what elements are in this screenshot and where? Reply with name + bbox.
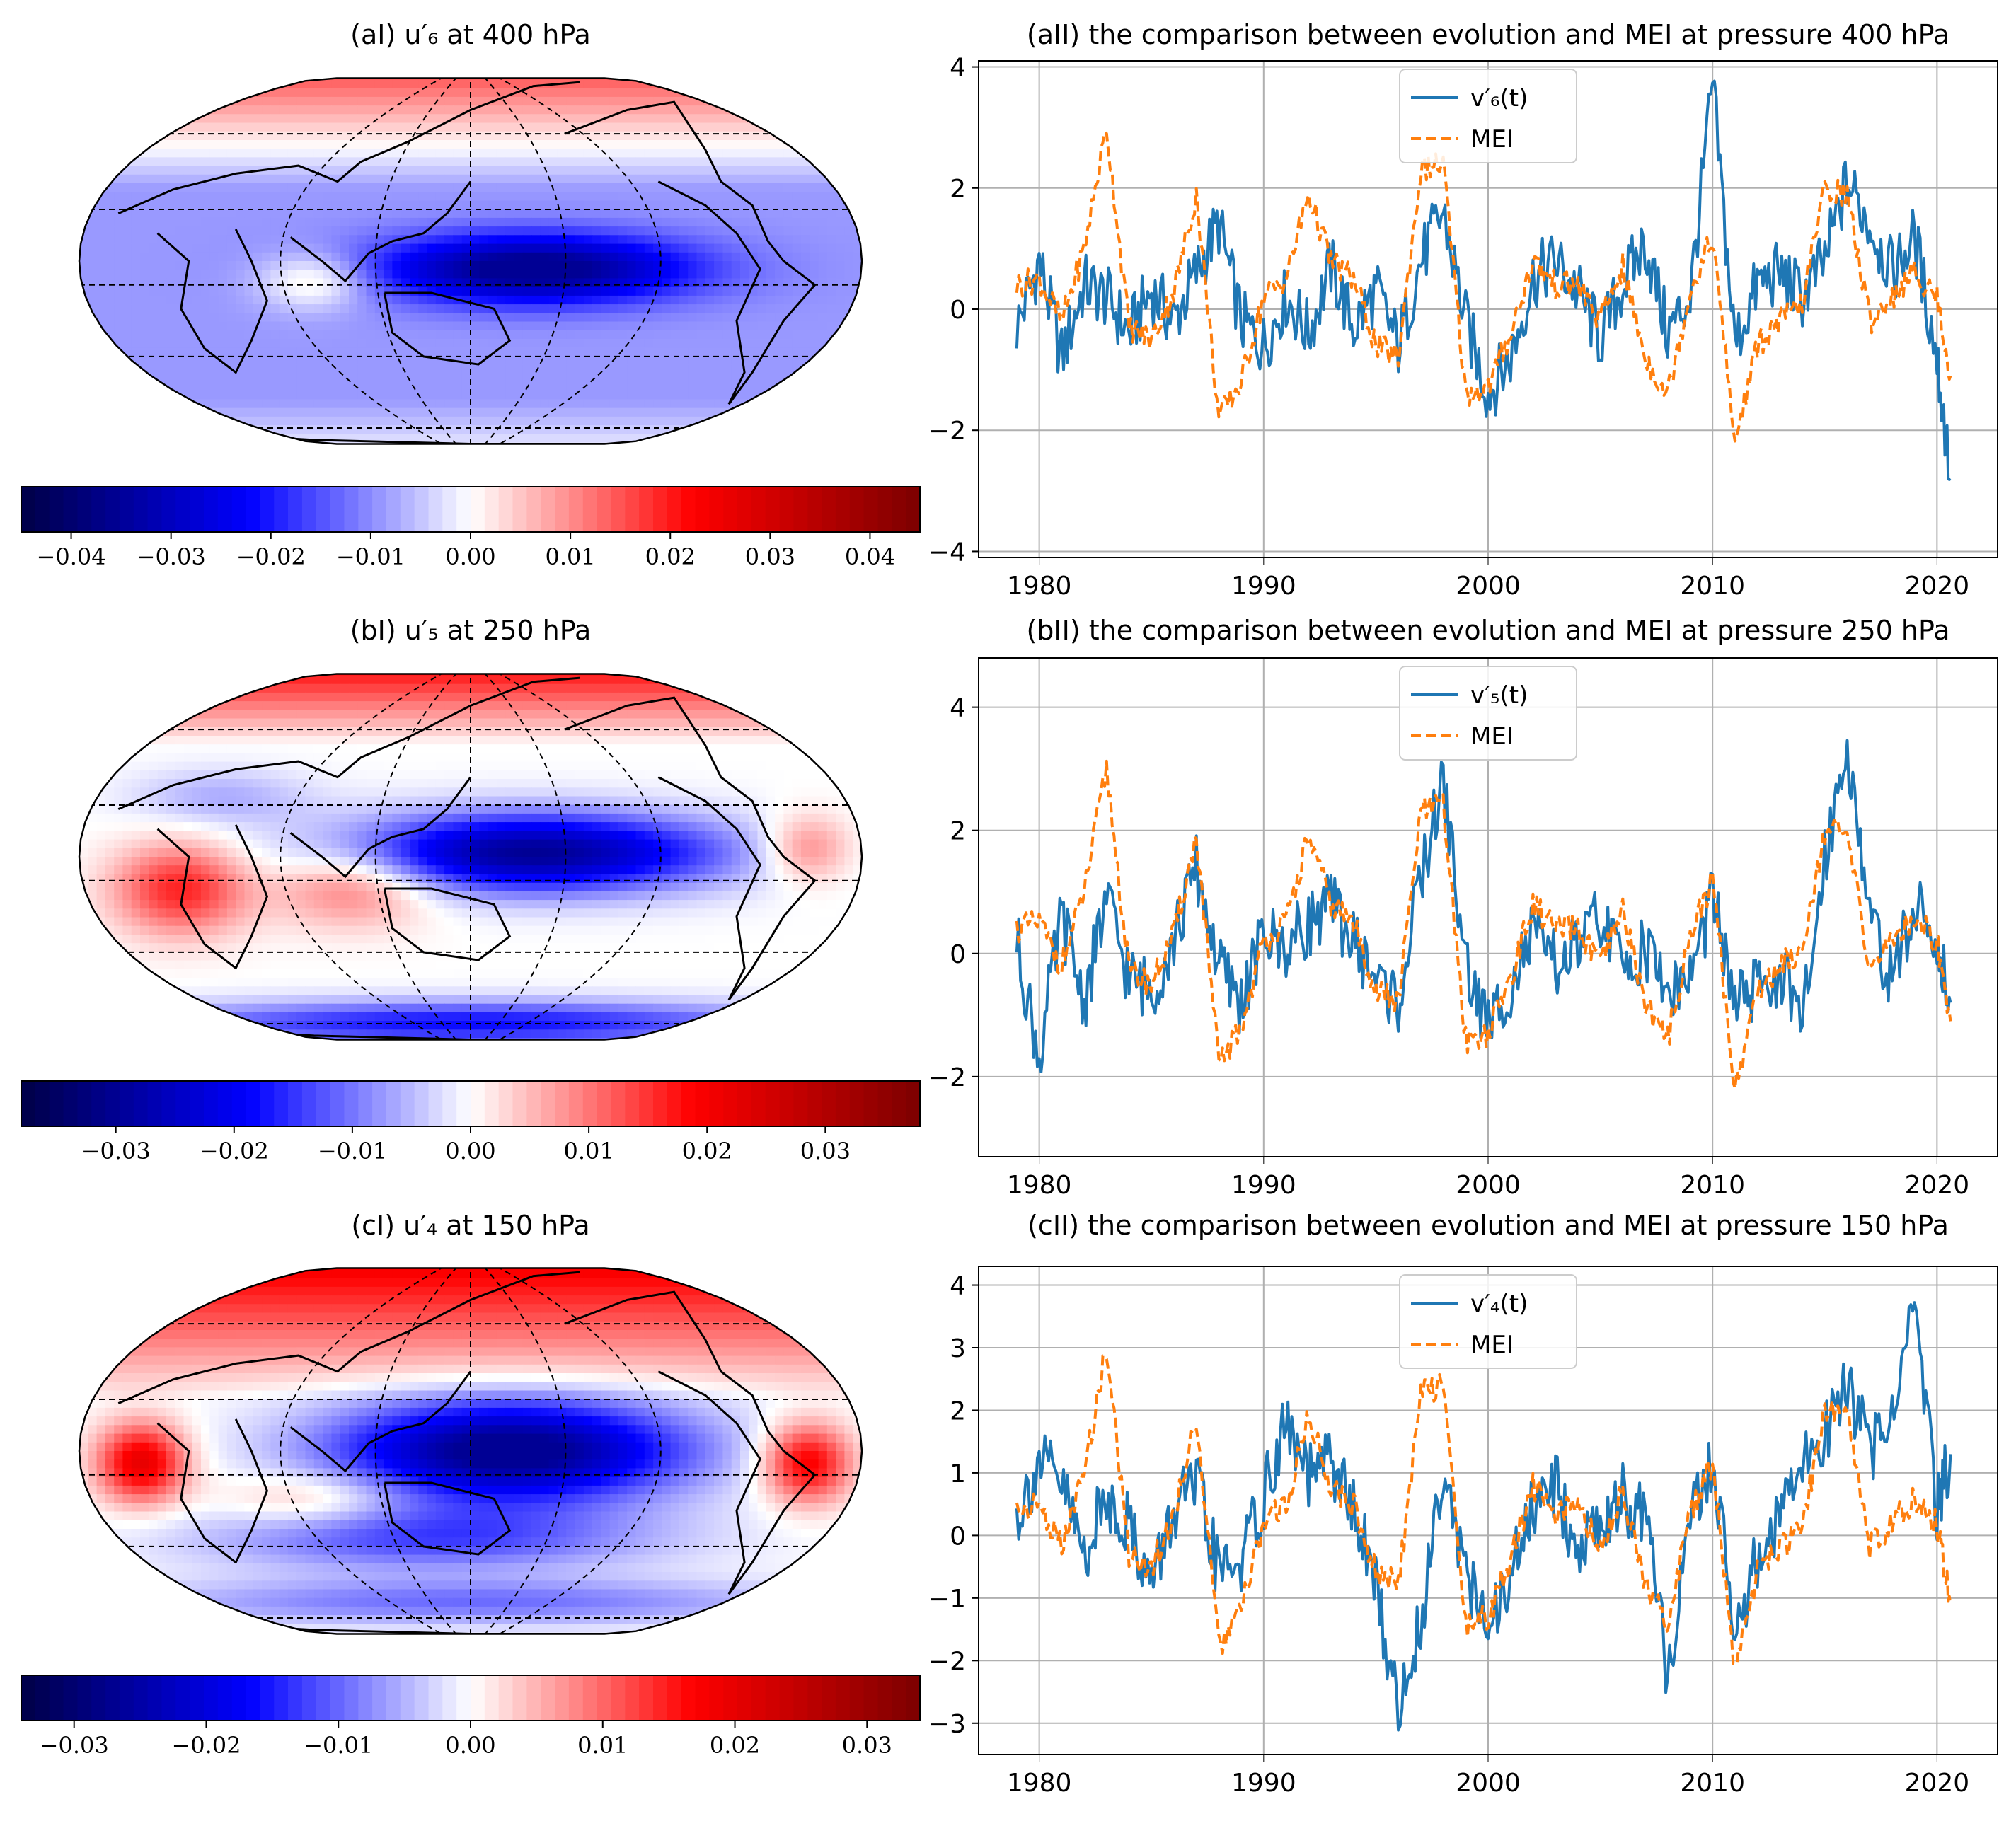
evolution-series-line	[1015, 79, 1952, 481]
map-border	[78, 77, 863, 445]
colorbar-tick-label: −0.02	[200, 1138, 269, 1164]
colorbar-tick-label: −0.03	[137, 543, 206, 570]
colorbar-tick-label: −0.02	[171, 1732, 241, 1759]
plot-frame	[978, 1266, 1998, 1755]
legend-label: v′₄(t)	[1470, 1290, 1528, 1318]
colorbar-tick-label: −0.04	[37, 543, 106, 570]
colorbar-tick-label: 0.03	[842, 1732, 892, 1759]
y-tick-label: 2	[950, 1397, 966, 1426]
x-tick-label: 2000	[1456, 1171, 1521, 1200]
y-tick-label: −4	[928, 538, 966, 567]
x-tick-label: 2020	[1905, 572, 1970, 601]
y-tick-label: −3	[928, 1710, 966, 1739]
x-tick-label: 1990	[1231, 1769, 1296, 1798]
legend-label: MEI	[1470, 722, 1514, 751]
chart-title: (cII) the comparison between evolution a…	[1027, 1210, 1949, 1241]
colorbar-tick-label: −0.01	[318, 1138, 387, 1164]
colorbar-tick-label: 0.04	[845, 543, 895, 570]
legend-label: MEI	[1470, 125, 1514, 154]
colorbar: −0.03 −0.02 −0.01 0.00 0.01 0.02 0.03	[21, 1080, 921, 1164]
x-tick-label: 2000	[1456, 1769, 1521, 1798]
line-chart-1: (aII) the comparison between evolution a…	[928, 19, 1998, 601]
y-tick-label: 0	[950, 296, 966, 325]
map-title: (bI) u′₅ at 250 hPa	[350, 615, 592, 646]
y-tick-label: 3	[950, 1334, 966, 1363]
colorbar-tick-label: 0.01	[545, 543, 595, 570]
y-tick-label: 1	[950, 1459, 966, 1488]
plot-frame	[978, 60, 1998, 558]
legend-label: v′₆(t)	[1470, 84, 1528, 112]
y-tick-label: −2	[928, 417, 966, 446]
colorbar: −0.03 −0.02 −0.01 0.00 0.01 0.02 0.03	[21, 1675, 921, 1759]
colorbar-tick-label: 0.00	[445, 543, 495, 570]
x-tick-label: 2010	[1680, 1171, 1745, 1200]
y-tick-label: 2	[950, 817, 966, 846]
mei-series-line	[1015, 1354, 1952, 1666]
map-border	[78, 673, 863, 1041]
mei-series-line	[1015, 130, 1952, 443]
chart-grid	[979, 658, 1998, 1157]
x-tick-label: 1990	[1231, 1171, 1296, 1200]
colorbar-tick-label: 0.00	[445, 1732, 495, 1759]
colorbar-tick-label: 0.01	[563, 1138, 614, 1164]
x-tick-label: 2010	[1680, 1769, 1745, 1798]
map-title: (cI) u′₄ at 150 hPa	[351, 1210, 589, 1241]
colorbar-tick-label: 0.03	[745, 543, 795, 570]
chart-legend: v′₄(t) MEI	[1399, 1274, 1577, 1369]
map-panel-2: (bI) u′₅ at 250 hPa −0.03 −0.02 −0.01 0.00 0.…	[21, 615, 921, 1164]
x-tick-label: 2000	[1456, 572, 1521, 601]
colorbar-tick-label: 0.00	[445, 1138, 495, 1164]
chart-legend: v′₅(t) MEI	[1399, 666, 1577, 761]
legend-label: MEI	[1470, 1331, 1514, 1359]
colorbar-tick-label: 0.03	[800, 1138, 851, 1164]
map-panel-3: (cI) u′₄ at 150 hPa −0.03 −0.02 −0.01 0.00 0.…	[21, 1210, 921, 1759]
line-chart-3: (cII) the comparison between evolution a…	[928, 1210, 1998, 1798]
colorbar-tick-label: 0.02	[682, 1138, 732, 1164]
y-tick-label: −2	[928, 1063, 966, 1092]
map-title: (aI) u′₆ at 400 hPa	[350, 19, 591, 50]
chart-title: (aII) the comparison between evolution a…	[1027, 19, 1949, 50]
colorbar-tick-label: −0.02	[236, 543, 306, 570]
colorbar-tick-label: −0.03	[40, 1732, 109, 1759]
x-tick-label: 1980	[1007, 572, 1072, 601]
x-tick-label: 1980	[1007, 1171, 1072, 1200]
y-tick-label: −1	[928, 1585, 966, 1614]
x-tick-label: 2020	[1905, 1171, 1970, 1200]
x-tick-label: 2010	[1680, 572, 1745, 601]
legend-label: v′₅(t)	[1470, 681, 1528, 710]
evolution-series-line	[1015, 739, 1952, 1073]
colorbar-tick-label: −0.01	[304, 1732, 373, 1759]
map-panel-1: (aI) u′₆ at 400 hPa −0.04 −0.03 −0.02 −0.01 0…	[21, 19, 921, 570]
chart-title: (bII) the comparison between evolution a…	[1026, 615, 1949, 646]
colorbar: −0.04 −0.03 −0.02 −0.01 0.00 0.01 0.02 0.03 0.04	[21, 486, 921, 570]
x-tick-label: 1990	[1231, 572, 1296, 601]
line-chart-2: (bII) the comparison between evolution a…	[928, 615, 1998, 1200]
colorbar-tick-label: −0.03	[81, 1138, 151, 1164]
y-tick-label: 0	[950, 940, 966, 969]
evolution-series-line	[1015, 1301, 1952, 1732]
y-tick-label: −2	[928, 1647, 966, 1676]
y-tick-label: 2	[950, 175, 966, 204]
x-tick-label: 1980	[1007, 1769, 1072, 1798]
colorbar-tick-label: 0.02	[710, 1732, 760, 1759]
colorbar-tick-label: 0.02	[645, 543, 696, 570]
mei-series-line	[1015, 759, 1952, 1090]
chart-legend: v′₆(t) MEI	[1399, 69, 1577, 163]
x-tick-label: 2020	[1905, 1769, 1970, 1798]
y-tick-label: 4	[950, 1272, 966, 1301]
plot-frame	[978, 657, 1998, 1157]
colorbar-tick-label: 0.01	[577, 1732, 628, 1759]
y-tick-label: 4	[950, 694, 966, 723]
y-tick-label: 0	[950, 1522, 966, 1551]
y-tick-label: 4	[950, 54, 966, 83]
colorbar-tick-label: −0.01	[336, 543, 405, 570]
map-border	[78, 1267, 863, 1635]
